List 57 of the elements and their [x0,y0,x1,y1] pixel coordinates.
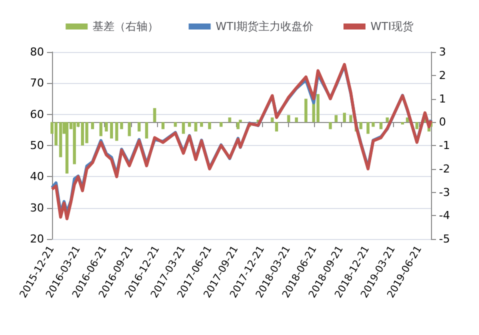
bar [145,122,148,138]
bar [372,122,375,127]
bar [110,122,114,138]
y2-tick-label: 3 [439,46,446,58]
legend-label: WTI期货主力收盘价 [216,20,314,33]
bar [220,122,223,127]
y-tick-label: 60 [30,108,44,121]
y2-tick-label: 1 [439,92,446,106]
y-tick-label: 30 [30,201,44,214]
y-tick-label: 50 [30,139,44,152]
bar [386,117,389,122]
bar [188,122,191,127]
y2-tick-label: 2 [439,68,446,82]
legend-label: WTI现货 [370,20,414,33]
y2-tick-label: 0 [439,116,446,129]
bar [236,122,240,130]
y2-tick-label: -4 [439,209,450,222]
bar [182,122,185,134]
bar [91,122,94,130]
bar [174,122,177,127]
bar [85,122,88,144]
y-tick-label: 80 [30,46,44,58]
bar [366,122,370,134]
bar [328,122,332,130]
legend-label: 基差（右轴） [92,20,159,33]
bar [342,112,346,122]
bar [65,122,68,174]
bar [349,115,352,122]
y-tick-label: 20 [30,232,44,246]
bar [99,122,102,136]
bar [270,117,274,122]
bar [275,122,278,132]
bar [115,122,118,141]
bar [104,122,108,132]
bar [359,122,362,130]
bar [415,122,418,130]
bar [138,122,141,132]
y-tick-label: 70 [30,76,44,90]
bar [228,117,232,122]
bar [161,122,164,130]
bar [120,122,124,130]
y2-tick-label: -1 [439,139,450,152]
bar [316,94,320,122]
y2-tick-label: -2 [439,162,450,176]
y2-tick-label: -3 [439,186,450,199]
bar [128,122,131,136]
bar [287,115,290,122]
bar [379,122,382,130]
bar [304,98,308,122]
bar [153,108,156,122]
bar [72,122,76,164]
y2-tick-label: -5 [439,232,450,246]
y-tick-label: 40 [30,170,44,184]
bar [194,122,198,132]
bar [200,122,204,127]
bar [294,117,298,122]
bar [334,115,338,122]
